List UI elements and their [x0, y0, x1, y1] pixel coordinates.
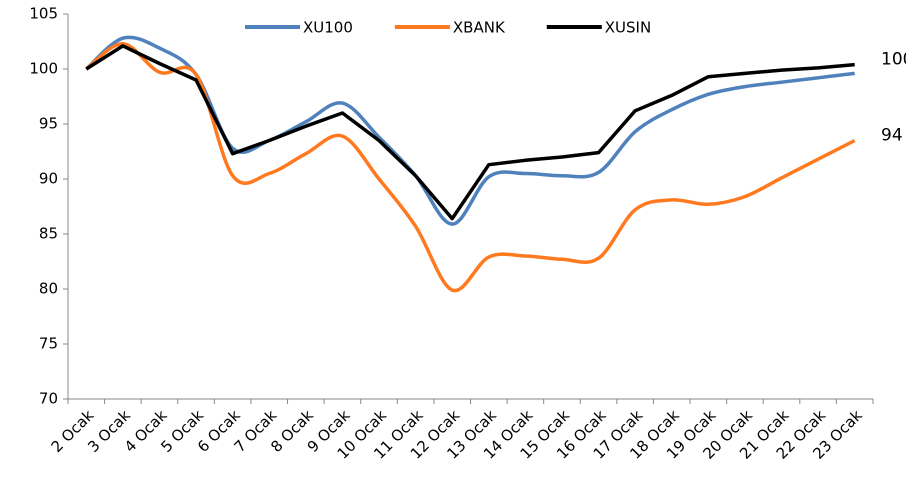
y-tick-label: 80 [39, 280, 58, 298]
end-label: 94 [881, 126, 903, 146]
series-line [85, 35, 855, 226]
y-tick-label: 100 [29, 60, 58, 78]
y-tick-label: 75 [39, 335, 58, 353]
series-line [85, 44, 855, 221]
legend-label: XBANK [453, 19, 506, 37]
y-tick-label: 105 [29, 5, 58, 23]
end-label: 100 [881, 50, 906, 70]
legend-label: XU100 [303, 19, 353, 37]
y-tick-label: 85 [39, 225, 58, 243]
y-tick-label: 95 [39, 115, 58, 133]
legend-label: XUSIN [605, 19, 651, 37]
y-tick-label: 90 [39, 170, 58, 188]
y-tick-label: 70 [39, 390, 58, 408]
series-line [85, 41, 856, 293]
